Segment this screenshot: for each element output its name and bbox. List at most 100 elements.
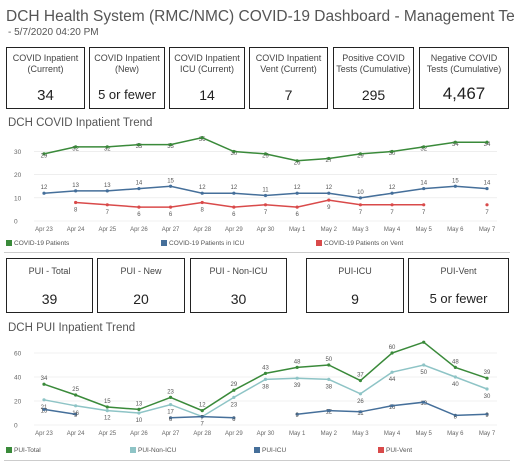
kpi-covid-inpatient-current: COVID Inpatient (Current) 34	[6, 47, 85, 109]
series-line	[43, 408, 76, 415]
kpi-label: PUI-Vent	[440, 266, 477, 276]
x-tick-label: May 6	[447, 431, 464, 437]
kpi-value: 9	[351, 291, 359, 307]
x-tick-label: May 7	[479, 431, 496, 437]
data-label: 12	[325, 185, 332, 191]
data-label: 9	[295, 413, 299, 419]
data-label: 27	[325, 158, 332, 164]
legend-swatch	[6, 447, 12, 453]
data-label: 34	[41, 376, 48, 382]
data-label: 23	[167, 389, 174, 395]
legend-label: PUI-Non-ICU	[138, 447, 177, 454]
chart2-title: DCH PUI Inpatient Trend	[8, 322, 136, 334]
data-label: 50	[325, 357, 332, 363]
x-tick-label: Apr 29	[225, 431, 243, 437]
kpi-covid-inpatient-vent: COVID Inpatient Vent (Current) 7	[249, 47, 328, 109]
kpi-pui-vent: PUI-Vent 5 or fewer	[408, 258, 509, 313]
data-label: 6	[169, 417, 173, 423]
data-label: 44	[389, 377, 396, 383]
legend-swatch	[316, 240, 322, 246]
y-tick-label: 0	[14, 423, 18, 430]
kpi-pui-new: PUI - New 20	[97, 258, 185, 313]
data-label: 29	[262, 153, 269, 159]
legend-label: COVID-19 Patients on Vent	[324, 240, 404, 247]
kpi-label: COVID Inpatient ICU (Current)	[174, 53, 240, 74]
kpi-label: COVID Inpatient (New)	[94, 53, 160, 74]
legend-label: COVID-19 Patients in ICU	[169, 240, 245, 247]
series-line	[43, 364, 488, 418]
data-label: 6	[137, 212, 141, 218]
data-label: 7	[485, 210, 489, 216]
dashboard-title: DCH Health System (RMC/NMC) COVID-19 Das…	[6, 8, 515, 25]
data-label: 9	[327, 205, 331, 211]
x-tick-label: Apr 27	[162, 431, 180, 437]
data-label: 8	[74, 207, 78, 213]
data-label: 43	[262, 365, 269, 371]
data-label: 10	[136, 418, 143, 424]
legend-swatch	[378, 447, 384, 453]
x-tick-label: May 2	[321, 227, 338, 233]
legend-item: PUI-Vent	[378, 447, 412, 454]
pui-inpatient-trend-chart: 0 20 40 60 Apr 23 Apr 24 Apr 25 Apr 26 Apr 27 Apr…	[14, 339, 497, 437]
data-label: 15	[452, 178, 459, 184]
x-tick-label: May 3	[352, 431, 369, 437]
data-label: 32	[72, 146, 79, 152]
data-point	[485, 203, 489, 207]
data-label: 12	[231, 185, 238, 191]
data-label: 32	[104, 146, 111, 152]
data-label: 37	[357, 373, 364, 379]
x-tick-label: Apr 25	[98, 227, 116, 233]
kpi-covid-inpatient-new: COVID Inpatient (New) 5 or fewer	[89, 47, 165, 109]
data-label: 7	[359, 210, 363, 216]
data-label: 14	[136, 181, 143, 187]
data-label: 38	[262, 384, 269, 390]
data-label: 13	[136, 401, 143, 407]
covid-inpatient-trend-chart: 0 10 20 30 Apr 23 Apr 24 Apr 25 Apr 26 Apr 27 Apr…	[14, 136, 497, 233]
data-label: 11	[357, 411, 364, 417]
series-line	[75, 199, 424, 208]
data-label: 23	[231, 402, 238, 408]
kpi-label: Negative COVID Tests (Cumulative)	[426, 53, 502, 74]
x-tick-label: Apr 26	[130, 227, 148, 233]
data-label: 7	[201, 416, 205, 422]
x-tick-label: May 1	[289, 431, 306, 437]
data-label: 30	[231, 151, 238, 157]
data-label: 12	[325, 410, 332, 416]
kpi-label: PUI-ICU	[338, 266, 372, 276]
x-tick-label: Apr 30	[257, 431, 275, 437]
legend-swatch	[161, 240, 167, 246]
kpi-value: 5 or fewer	[429, 291, 488, 306]
kpi-negative-tests: Negative COVID Tests (Cumulative) 4,467	[419, 47, 509, 109]
legend-label: PUI-ICU	[262, 447, 287, 454]
data-label: 26	[294, 160, 301, 166]
data-label: 60	[389, 345, 396, 351]
data-label: 16	[389, 405, 396, 411]
x-tick-label: May 5	[416, 227, 433, 233]
legend-item: PUI-Non-ICU	[130, 447, 176, 454]
chart2-legend: PUI-Total PUI-Non-ICU PUI-ICU PUI-Vent	[6, 447, 506, 457]
data-label: 48	[294, 359, 301, 365]
x-tick-label: Apr 30	[257, 227, 275, 233]
data-label: 12	[389, 185, 396, 191]
x-tick-label: May 3	[352, 227, 369, 233]
series-line	[43, 185, 488, 199]
data-label: 12	[294, 185, 301, 191]
kpi-pui-icu: PUI-ICU 9	[306, 258, 404, 313]
data-label: 69	[420, 339, 427, 340]
data-label: 38	[325, 384, 332, 390]
x-tick-label: Apr 23	[35, 227, 53, 233]
kpi-covid-inpatient-icu: COVID Inpatient ICU (Current) 14	[169, 47, 245, 109]
kpi-value: 39	[41, 291, 58, 307]
y-tick-label: 0	[14, 219, 18, 226]
data-label: 39	[294, 383, 301, 389]
legend-swatch	[130, 447, 136, 453]
legend-item: COVID-19 Patients in ICU	[161, 240, 244, 247]
data-label: 34	[452, 142, 459, 148]
kpi-value: 4,467	[442, 84, 486, 103]
x-tick-label: Apr 24	[67, 227, 85, 233]
x-tick-label: Apr 27	[162, 227, 180, 233]
data-label: 36	[199, 137, 206, 143]
kpi-label: PUI - Non-ICU	[209, 266, 268, 276]
dashboard-timestamp: - 5/7/2020 04:20 PM	[8, 27, 99, 38]
kpi-label: Positive COVID Tests (Cumulative)	[336, 53, 411, 74]
